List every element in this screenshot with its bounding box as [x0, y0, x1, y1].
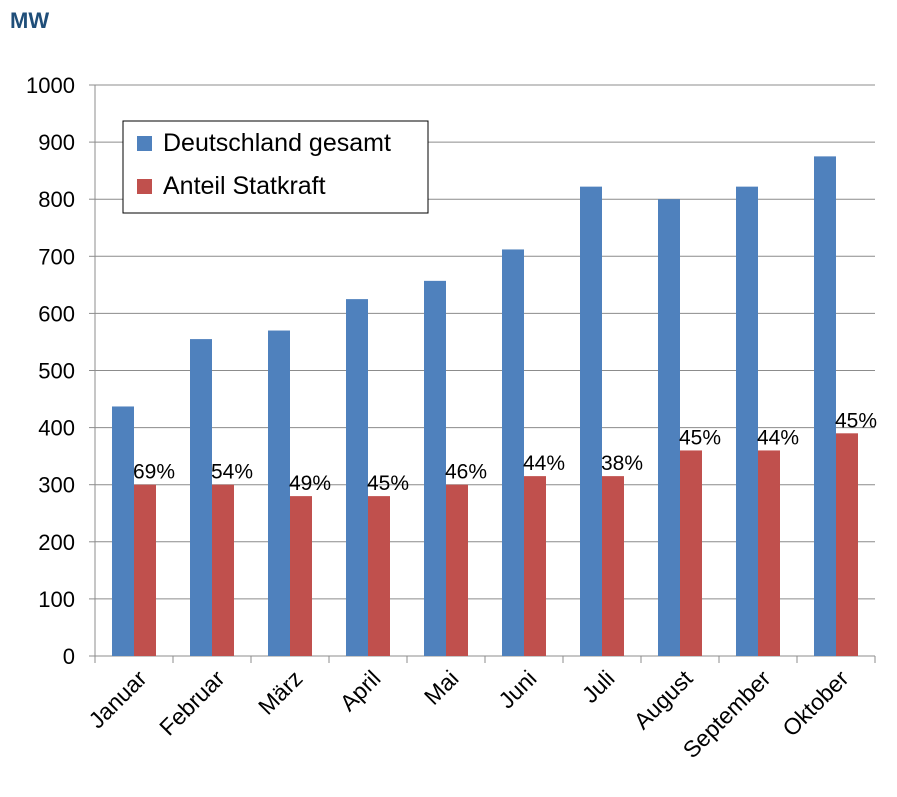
- legend-swatch: [137, 136, 152, 151]
- data-label: 46%: [445, 461, 487, 484]
- x-tick-label: Februar: [154, 665, 230, 741]
- x-tick-label: August: [629, 665, 698, 734]
- bar-deutschland-gesamt: [502, 249, 524, 656]
- bar-anteil-statkraft: [212, 484, 234, 656]
- data-label: 44%: [523, 452, 565, 475]
- bar-deutschland-gesamt: [346, 299, 368, 656]
- y-tick-label: 0: [63, 644, 75, 669]
- x-tick-label: März: [253, 665, 308, 720]
- y-tick-label: 300: [38, 473, 75, 498]
- bar-anteil-statkraft: [134, 484, 156, 656]
- data-label: 49%: [289, 472, 331, 495]
- y-tick-label: 400: [38, 416, 75, 441]
- data-label: 44%: [757, 426, 799, 449]
- x-tick-label: Juni: [493, 665, 541, 713]
- x-tick-label: Mai: [419, 665, 464, 710]
- bar-anteil-statkraft: [602, 476, 624, 656]
- y-tick-label: 500: [38, 359, 75, 384]
- bar-deutschland-gesamt: [190, 339, 212, 656]
- data-label: 45%: [367, 472, 409, 495]
- bar-deutschland-gesamt: [814, 156, 836, 656]
- bar-deutschland-gesamt: [580, 186, 602, 656]
- bar-deutschland-gesamt: [658, 199, 680, 656]
- bar-deutschland-gesamt: [424, 280, 446, 656]
- legend-swatch: [137, 179, 152, 194]
- bar-anteil-statkraft: [368, 496, 390, 656]
- legend-label: Deutschland gesamt: [163, 129, 391, 157]
- y-tick-label: 800: [38, 187, 75, 212]
- y-tick-label: 100: [38, 587, 75, 612]
- data-label: 38%: [601, 452, 643, 475]
- y-tick-label: 900: [38, 130, 75, 155]
- bar-anteil-statkraft: [836, 433, 858, 656]
- bar-deutschland-gesamt: [736, 186, 758, 656]
- data-label: 69%: [133, 461, 175, 484]
- data-label: 45%: [835, 409, 877, 432]
- x-tick-label: April: [335, 665, 386, 716]
- bar-deutschland-gesamt: [112, 406, 134, 656]
- data-label: 45%: [679, 426, 721, 449]
- x-tick-label: Oktober: [777, 665, 853, 741]
- bar-anteil-statkraft: [758, 450, 780, 656]
- y-tick-label: 700: [38, 244, 75, 269]
- unit-label: MW: [10, 8, 50, 33]
- data-label: 54%: [211, 461, 253, 484]
- y-tick-label: 1000: [26, 73, 75, 98]
- bar-anteil-statkraft: [446, 484, 468, 656]
- bar-deutschland-gesamt: [268, 330, 290, 656]
- legend-box: [122, 120, 429, 214]
- x-tick-label: Januar: [83, 665, 151, 733]
- bar-anteil-statkraft: [524, 476, 546, 656]
- y-tick-label: 600: [38, 301, 75, 326]
- bar-anteil-statkraft: [680, 450, 702, 656]
- y-tick-label: 200: [38, 530, 75, 555]
- bar-anteil-statkraft: [290, 496, 312, 656]
- legend-label: Anteil Statkraft: [163, 172, 326, 200]
- x-tick-label: Juli: [577, 665, 620, 708]
